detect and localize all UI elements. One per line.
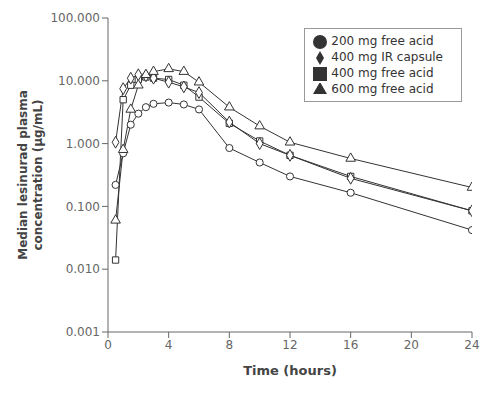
svg-text:0.100: 0.100: [66, 200, 100, 214]
svg-text:12: 12: [282, 338, 297, 352]
html-text:400 mg free acid: 400 mg free acid: [331, 66, 434, 80]
svg-text:10.000: 10.000: [58, 74, 100, 88]
html-text:400 mg IR capsule: 400 mg IR capsule: [331, 50, 443, 64]
svg-text:0: 0: [104, 338, 112, 352]
svg-text:0.010: 0.010: [66, 262, 100, 276]
svg-text:20: 20: [404, 338, 419, 352]
html-text:600 mg free acid: 600 mg free acid: [331, 82, 434, 96]
svg-text:16: 16: [343, 338, 358, 352]
svg-text:8: 8: [226, 338, 234, 352]
svg-text:24: 24: [464, 338, 479, 352]
svg-text:Median lesinurad plasmaconcent: Median lesinurad plasmaconcentration (μg…: [16, 90, 45, 260]
html-text:200 mg free acid: 200 mg free acid: [331, 34, 434, 48]
svg-text:Time (hours): Time (hours): [243, 363, 337, 378]
svg-text:1.000: 1.000: [66, 137, 100, 151]
svg-text:4: 4: [165, 338, 173, 352]
svg-text:0.001: 0.001: [66, 325, 100, 339]
svg-text:100.000: 100.000: [50, 11, 100, 25]
